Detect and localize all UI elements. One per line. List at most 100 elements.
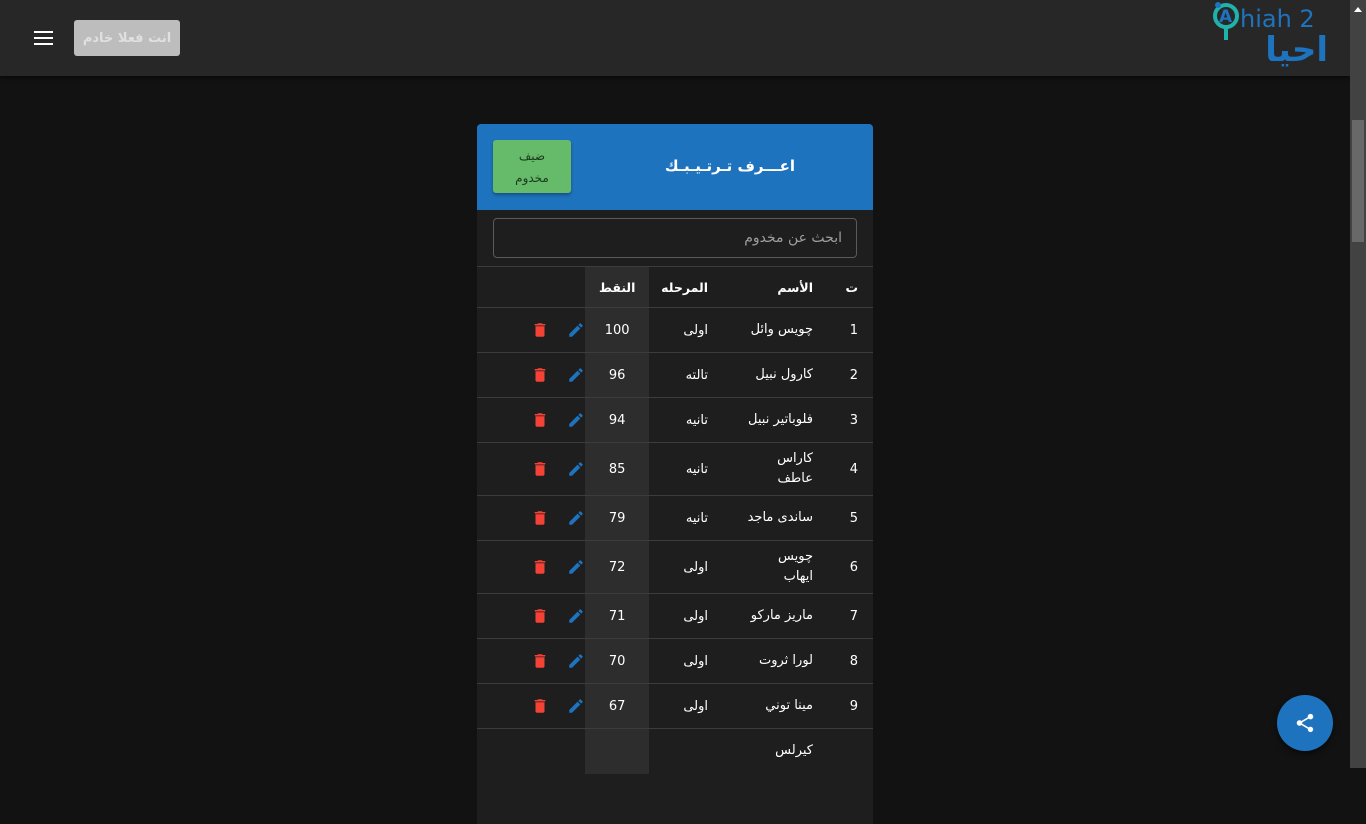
edit-pencil-icon[interactable] [567,697,585,715]
row-number [828,728,873,774]
add-member-button[interactable]: ضيف مخدوم [493,140,571,193]
row-points: 94 [585,397,650,443]
table-row: 7 ماريز ماركو اولى 71 [477,593,873,639]
row-name: كارول نبيل [720,352,828,398]
delete-trash-icon[interactable] [531,652,549,670]
row-stage: تانيه [649,397,720,443]
row-number: 7 [828,593,873,639]
edit-pencil-icon[interactable] [567,652,585,670]
scrollbar-thumb[interactable] [1352,120,1364,242]
table-header-row: ت الأسم المرحله النقط [477,266,873,308]
row-actions [477,307,586,353]
card-title: اعـــرف تـرتـيـبـك [664,157,795,175]
table-row: 4 كاراس عاطف تانيه 85 [477,442,873,496]
row-actions [477,352,586,398]
svg-text:A: A [1219,7,1233,27]
col-name[interactable]: الأسم [720,266,828,308]
row-number: 6 [828,540,873,594]
row-number: 2 [828,352,873,398]
row-actions [477,397,586,443]
delete-trash-icon[interactable] [531,460,549,478]
table-row: 2 كارول نبيل تالته 96 [477,352,873,398]
row-name: چويس وائل [720,307,828,353]
delete-trash-icon[interactable] [531,366,549,384]
edit-pencil-icon[interactable] [567,321,585,339]
delete-trash-icon[interactable] [531,509,549,527]
row-name: ماريز ماركو [720,593,828,639]
delete-trash-icon[interactable] [531,411,549,429]
card-header: اعـــرف تـرتـيـبـك ضيف مخدوم [477,124,873,210]
table-row: 1 چويس وائل اولى 100 [477,307,873,353]
row-points: 67 [585,683,650,729]
row-points: 96 [585,352,650,398]
col-number[interactable]: ت [828,266,873,308]
table-row: 3 فلوباتير نبيل تانيه 94 [477,397,873,443]
row-name: لورا ثروت [720,638,828,684]
col-actions [477,266,586,308]
row-number: 8 [828,638,873,684]
edit-pencil-icon[interactable] [567,607,585,625]
row-actions [477,683,586,729]
table-row: 9 مينا توني اولى 67 [477,683,873,729]
top-app-bar: انت فعلا خادم A hiah 2 احيا [0,0,1350,76]
row-points: 100 [585,307,650,353]
row-name: كاراس عاطف [720,442,828,496]
ranking-card: اعـــرف تـرتـيـبـك ضيف مخدوم ت الأسم الم… [477,124,873,824]
row-name: چويس ايهاب [720,540,828,594]
member-name: كاراس عاطف [777,451,813,486]
member-name: كارول نبيل [755,367,813,382]
row-stage: تالته [649,352,720,398]
row-stage: اولى [649,683,720,729]
row-actions [477,638,586,684]
member-name: چويس وائل [750,322,813,337]
table-row: 5 ساندى ماجد تانيه 79 [477,495,873,541]
row-actions [477,593,586,639]
member-name: چويس ايهاب [778,549,813,584]
delete-trash-icon[interactable] [531,321,549,339]
col-points[interactable]: النقط [585,266,650,308]
row-stage: اولى [649,638,720,684]
row-name: مينا توني [720,683,828,729]
delete-trash-icon[interactable] [531,558,549,576]
row-name: فلوباتير نبيل [720,397,828,443]
row-number: 5 [828,495,873,541]
logo-mark: A hiah 2 [1213,2,1315,40]
member-name: فلوباتير نبيل [748,412,813,427]
col-stage[interactable]: المرحله [649,266,720,308]
row-stage [649,728,720,774]
table-row: 8 لورا ثروت اولى 70 [477,638,873,684]
page-scrollbar[interactable] [1350,0,1366,768]
table-row: كيرلس [477,728,873,774]
member-name: مينا توني [765,698,813,713]
row-stage: اولى [649,540,720,594]
row-points [585,728,650,774]
row-number: 1 [828,307,873,353]
row-actions [477,442,586,496]
row-stage: تانيه [649,442,720,496]
row-points: 70 [585,638,650,684]
row-actions [477,728,586,774]
search-input[interactable] [493,218,857,258]
scroll-up-arrow-icon[interactable] [1354,7,1362,12]
row-actions [477,540,586,594]
member-name: كيرلس [775,743,813,759]
row-actions [477,495,586,541]
edit-pencil-icon[interactable] [567,460,585,478]
logo: A hiah 2 احيا [1208,0,1330,76]
ranking-table: ت الأسم المرحله النقط 1 چويس وائل اولى 1… [477,266,873,774]
row-points: 79 [585,495,650,541]
servant-button[interactable]: انت فعلا خادم [74,20,180,56]
edit-pencil-icon[interactable] [567,366,585,384]
menu-icon[interactable] [34,31,53,45]
row-points: 85 [585,442,650,496]
logo-arabic-text: احيا [1265,30,1328,70]
edit-pencil-icon[interactable] [567,411,585,429]
delete-trash-icon[interactable] [531,697,549,715]
share-button[interactable] [1277,695,1333,751]
edit-pencil-icon[interactable] [567,509,585,527]
member-name: ساندى ماجد [747,510,813,525]
row-number: 9 [828,683,873,729]
delete-trash-icon[interactable] [531,607,549,625]
edit-pencil-icon[interactable] [567,558,585,576]
member-name: لورا ثروت [758,653,813,668]
